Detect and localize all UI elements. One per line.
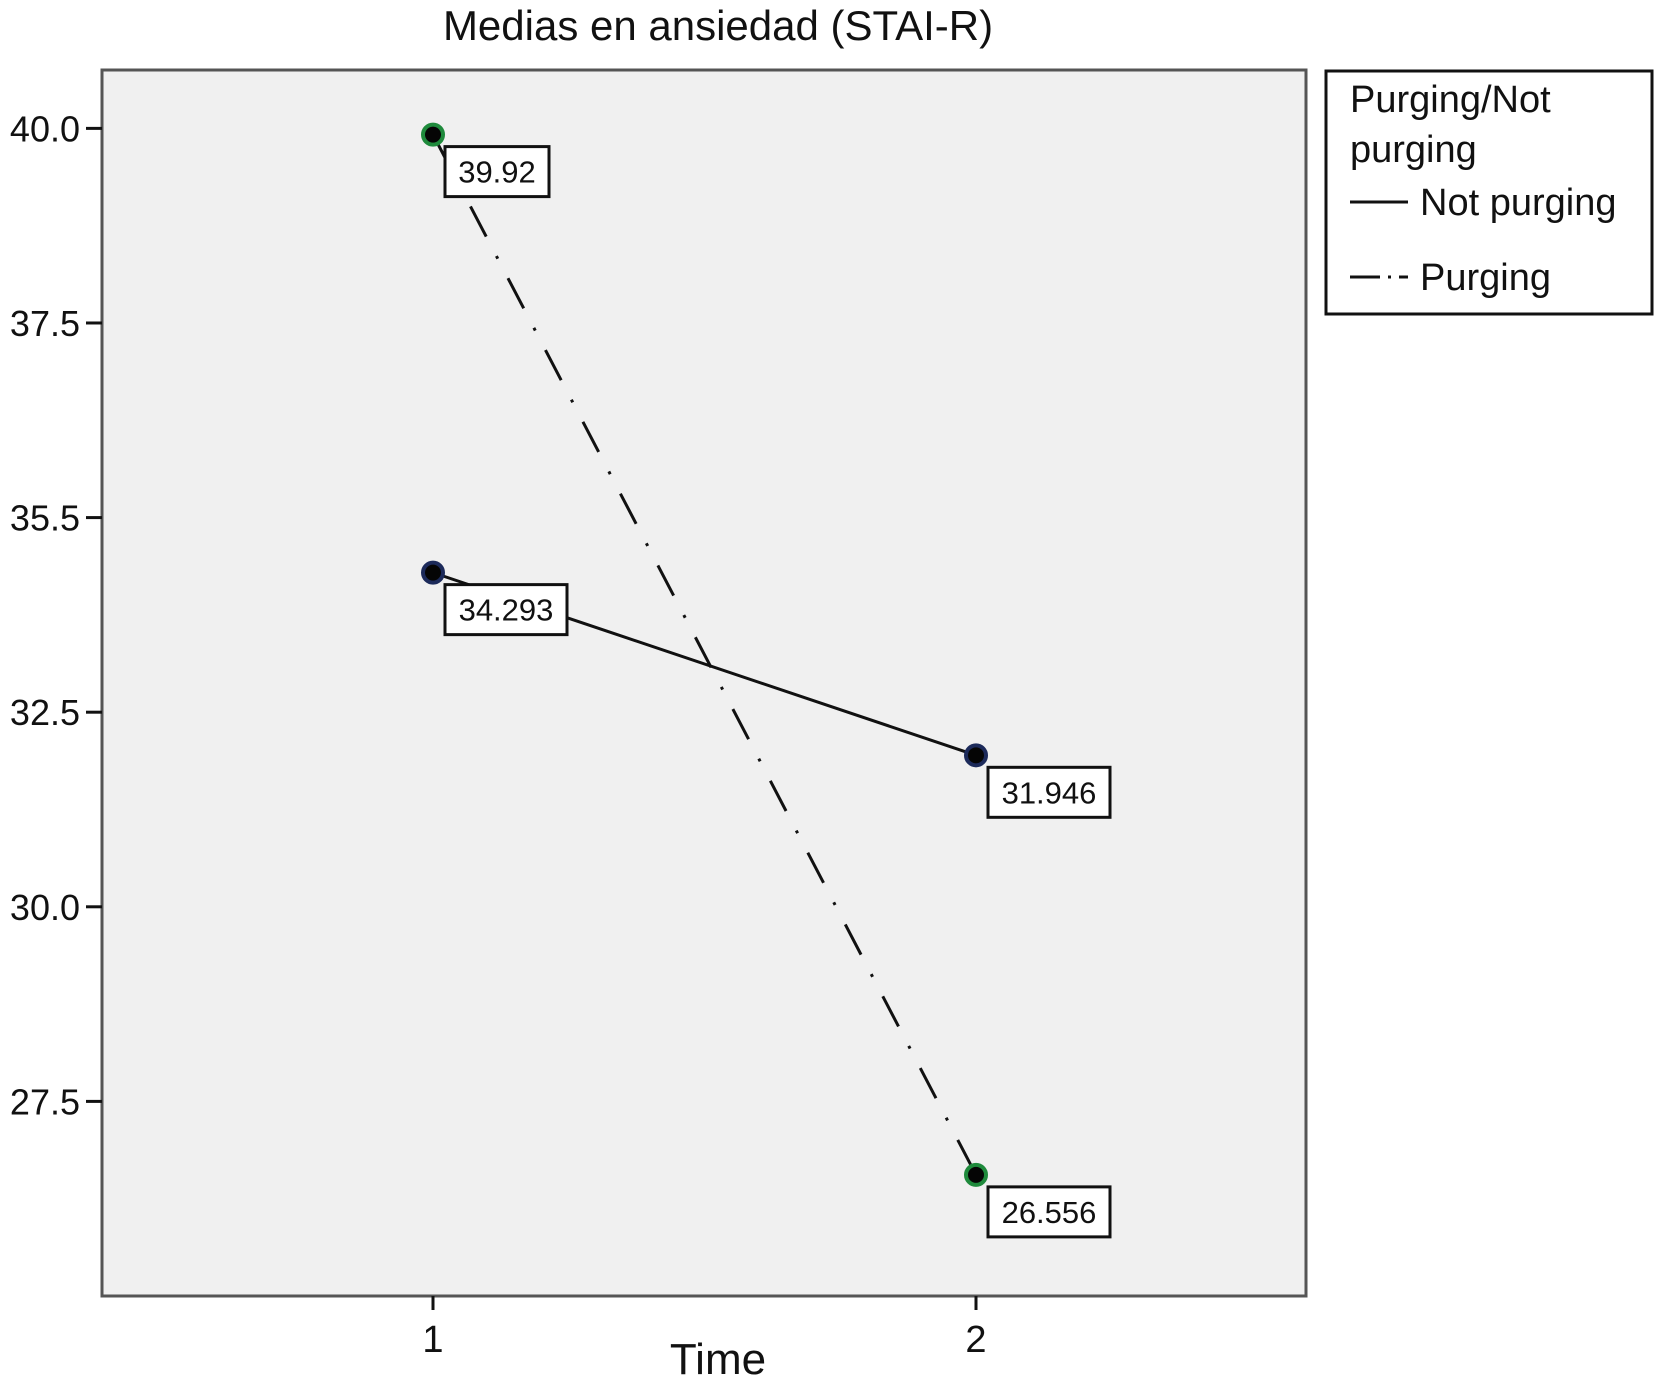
y-tick-label: 27.5 [10,1081,80,1122]
legend-box [1324,69,1654,316]
y-tick-label: 37.5 [10,303,80,344]
y-tick-label: 35.5 [10,498,80,539]
data-label-purging: 26.556 [1002,1195,1097,1230]
data-label-not-purging: 34.293 [459,593,554,628]
legend-label-purging: Purging [1420,257,1551,299]
y-tick-label: 32.5 [10,692,80,733]
legend-items: Not purging Purging [1350,182,1616,299]
series-line-purging [431,133,978,1176]
data-point-purging [421,122,445,147]
y-tick-label: 30.0 [10,887,80,928]
legend-label-not-purging: Not purging [1420,182,1616,224]
x-tick-label: 1 [422,1319,443,1361]
series-layer [421,122,988,1187]
data-labels: 34.293 31.946 39.92 26.556 [443,145,1112,1239]
legend: Purging/Not purging Not purging Purging [1324,69,1654,316]
data-label-box [443,583,569,637]
data-point-not-purging [421,560,445,585]
data-label-box [986,1185,1112,1239]
data-point-purging [964,1162,988,1187]
y-tick-label: 40.0 [10,108,80,149]
data-label-box [443,145,551,199]
data-label-box [986,765,1112,819]
legend-title: Purging/Not [1350,79,1551,121]
x-tick-label: 2 [965,1319,986,1361]
chart-title: Medias en ansiedad (STAI-R) [443,2,993,49]
y-axis: 40.0 37.5 35.5 32.5 30.0 27.5 [10,108,102,1122]
plot-area [100,68,1308,1298]
data-label-purging: 39.92 [458,155,536,190]
legend-title-line-2: purging [1350,129,1477,171]
data-label-not-purging: 31.946 [1002,775,1097,810]
x-axis-label: Time [670,1335,766,1384]
data-point-not-purging [964,743,988,768]
